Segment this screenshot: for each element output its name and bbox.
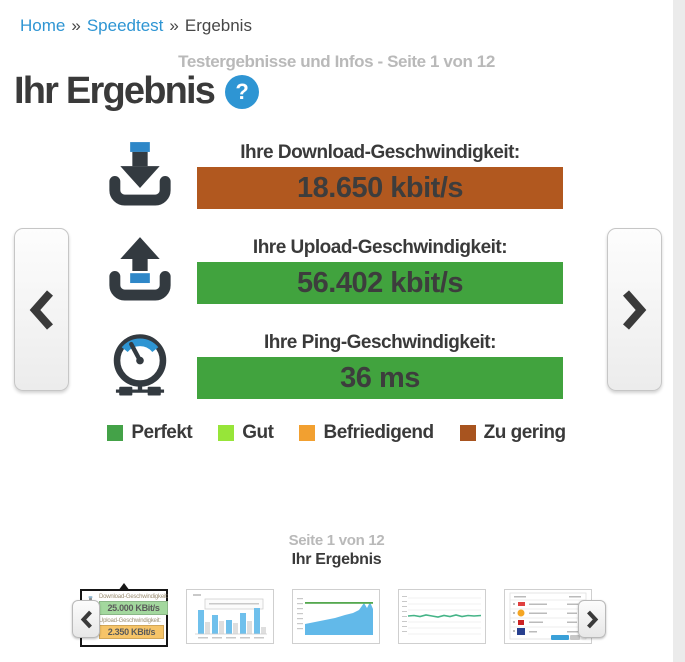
active-thumb-caret (118, 583, 130, 591)
thumbs-prev-button[interactable] (72, 600, 100, 638)
download-value-bar: 18.650 kbit/s (197, 167, 563, 209)
legend-swatch-gut (218, 425, 235, 441)
legend-item-zu-gering: Zu gering (459, 422, 566, 444)
gauge-icon (103, 330, 177, 402)
chevron-right-icon (586, 610, 598, 628)
upload-result-row: Ihre Upload-Geschwindigkeit: 56.402 kbit… (103, 235, 563, 307)
legend-swatch-zu-gering (459, 425, 476, 441)
upload-icon (103, 235, 177, 307)
breadcrumb-speedtest-link[interactable]: Speedtest (86, 16, 164, 35)
thumbs-next-button[interactable] (578, 600, 606, 638)
help-icon[interactable]: ? (225, 74, 260, 109)
download-label: Ihre Download-Geschwindigkeit: (240, 142, 520, 163)
pager-page-label: Seite 1 von 12 (288, 532, 385, 549)
thumbnail-strip: Download-Geschwindigkeit: 25.000 KBit/s … (80, 583, 592, 647)
download-icon (103, 140, 177, 212)
mini-upload-value: 2.350 KBit/s (99, 625, 164, 639)
chevron-left-icon (29, 289, 53, 330)
upload-label: Ihre Upload-Geschwindigkeit: (252, 237, 508, 258)
pager-current-title: Ihr Ergebnis (291, 551, 382, 568)
speedtest-results: Ihre Download-Geschwindigkeit: 18.650 kb… (103, 140, 563, 425)
legend-item-befriedigend: Befriedigend (299, 422, 434, 444)
thumbnail-area-chart[interactable] (292, 589, 380, 644)
download-result-row: Ihre Download-Geschwindigkeit: 18.650 kb… (103, 140, 563, 212)
upload-value-bar: 56.402 kbit/s (197, 262, 563, 304)
breadcrumb: Home » Speedtest » Ergebnis (20, 16, 252, 36)
mini-download-label: Download-Geschwindigkeit: (99, 594, 169, 600)
thumbnail-provider-table[interactable] (504, 589, 592, 644)
next-page-button[interactable] (607, 228, 662, 391)
legend-item-perfekt: Perfekt (107, 422, 193, 444)
legend-swatch-befriedigend (299, 425, 316, 441)
page-title: Ihr Ergebnis (14, 70, 216, 112)
breadcrumb-separator: » (169, 16, 179, 35)
ping-label: Ihre Ping-Geschwindigkeit: (264, 332, 496, 353)
breadcrumb-separator: » (71, 16, 81, 35)
chevron-right-icon (623, 289, 647, 330)
thumbnail-line-chart[interactable] (398, 589, 486, 644)
ping-result-row: Ihre Ping-Geschwindigkeit: 36 ms (103, 330, 563, 402)
page-edge-strip (673, 0, 685, 662)
page-subtitle: Testergebnisse und Infos - Seite 1 von 1… (178, 52, 495, 71)
thumbnail-bar-chart[interactable] (186, 589, 274, 644)
legend-swatch-perfekt (107, 425, 124, 441)
breadcrumb-home-link[interactable]: Home (20, 16, 66, 35)
chevron-left-icon (80, 610, 92, 628)
ping-value-bar: 36 ms (197, 357, 563, 399)
prev-page-button[interactable] (14, 228, 69, 391)
mini-download-value: 25.000 KBit/s (99, 601, 169, 615)
breadcrumb-current: Ergebnis (184, 16, 252, 35)
legend-item-gut: Gut (218, 422, 274, 444)
rating-legend: Perfekt Gut Befriedigend Zu gering (0, 422, 673, 444)
mini-upload-label: Upload-Geschwindigkeit: (99, 618, 161, 624)
